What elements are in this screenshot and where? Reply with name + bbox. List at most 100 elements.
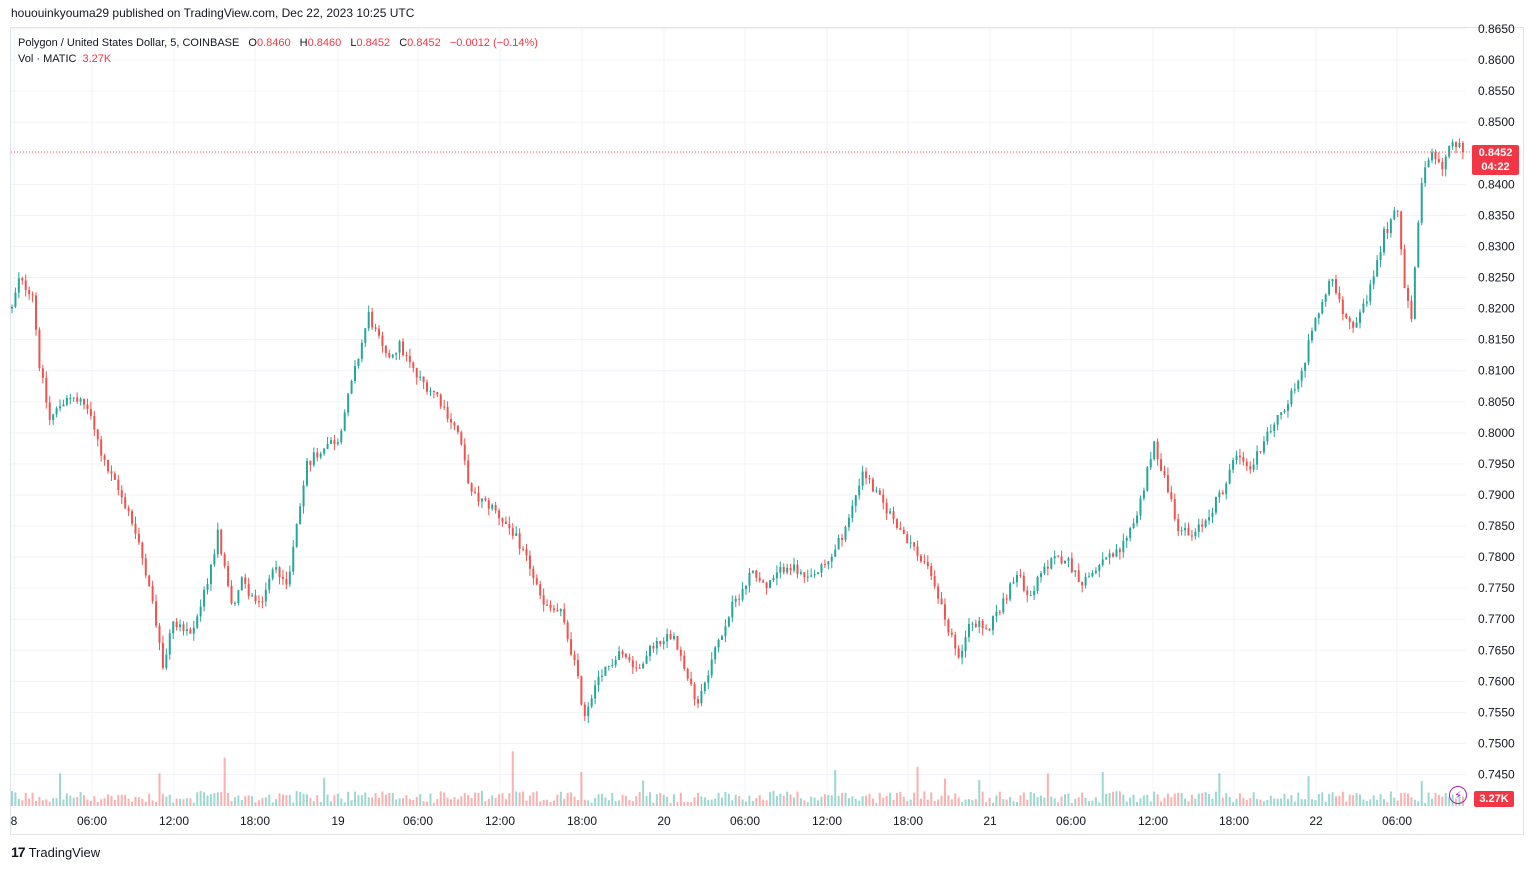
y-tick-label: 0.8200	[1478, 302, 1515, 316]
volume-bar	[65, 793, 68, 806]
candle-body	[690, 678, 693, 685]
volume-bar	[1441, 796, 1444, 806]
y-tick-label: 0.7500	[1478, 736, 1515, 750]
volume-bar	[906, 801, 909, 806]
candle-body	[916, 546, 919, 556]
volume-bar	[700, 796, 703, 806]
volume-bar	[1040, 795, 1042, 806]
volume-bar	[926, 799, 929, 806]
candle-body	[460, 432, 463, 445]
candle-body	[398, 341, 401, 353]
y-tick-label: 0.7650	[1478, 643, 1515, 657]
candle-body	[1259, 451, 1262, 453]
candle-body	[652, 645, 655, 649]
candle-body	[875, 490, 878, 492]
candle-body	[871, 479, 874, 492]
volume-bar	[607, 800, 610, 806]
chart-frame	[10, 27, 1524, 835]
volume-bar	[381, 791, 384, 806]
symbol-title[interactable]: Polygon / United States Dollar, 5, COINB…	[18, 37, 240, 49]
candle-body	[528, 555, 531, 569]
volume-bar	[714, 798, 717, 806]
volume-bar	[1105, 793, 1108, 806]
volume-bar	[182, 799, 185, 806]
candle-body	[209, 564, 212, 585]
candle-body	[600, 675, 603, 677]
volume-label[interactable]: Vol · MATIC	[18, 53, 77, 65]
last-price-tag: 0.8452 04:22	[1472, 145, 1519, 175]
candle-body	[11, 306, 13, 309]
candle-body	[504, 521, 507, 524]
volume-bar	[1448, 797, 1451, 806]
candle-body	[930, 566, 933, 577]
volume-bar	[264, 797, 267, 806]
candle-body	[851, 505, 854, 518]
volume-bar	[841, 792, 844, 806]
candle-body	[144, 558, 147, 576]
candle-body	[628, 657, 631, 661]
candle-body	[590, 698, 593, 707]
volume-bar	[635, 796, 638, 806]
candle-body	[1242, 457, 1245, 462]
candle-body	[1273, 424, 1276, 432]
volume-bar	[1064, 794, 1067, 806]
candle-body	[769, 580, 772, 589]
candle-body	[981, 620, 984, 629]
volume-bar	[1132, 794, 1135, 806]
candle-body	[347, 393, 350, 413]
candle-body	[1187, 527, 1190, 536]
volume-bar	[638, 792, 641, 806]
volume-bar	[748, 795, 751, 806]
volume-bar	[1129, 797, 1132, 806]
candle-body	[120, 490, 123, 498]
lightning-icon[interactable]: ⚡	[1449, 786, 1467, 804]
candle-body	[384, 345, 387, 354]
candle-body	[806, 576, 809, 578]
volume-bar	[882, 797, 885, 806]
volume-bar	[1417, 801, 1420, 806]
candle-body	[244, 577, 247, 584]
candle-body	[734, 598, 737, 602]
open-label: O	[248, 37, 257, 49]
volume-bar	[624, 795, 627, 806]
volume-bar	[1352, 795, 1355, 806]
candle-body	[974, 623, 977, 627]
footer-brand[interactable]: 17 TradingView	[11, 844, 100, 860]
volume-bar	[155, 801, 158, 806]
volume-bar	[1015, 802, 1018, 806]
volume-bar	[131, 801, 134, 806]
candle-body	[354, 365, 356, 381]
volume-bar	[257, 800, 260, 806]
candle-body	[1355, 322, 1358, 328]
volume-bar	[1112, 791, 1115, 806]
volume-bar	[727, 793, 730, 806]
candle-body	[947, 619, 950, 633]
volume-bar	[796, 791, 799, 806]
candle-body	[480, 498, 483, 502]
volume-bar	[17, 798, 20, 806]
candle-body	[93, 415, 96, 430]
volume-bar	[288, 794, 291, 806]
volume-bar	[41, 800, 44, 806]
volume-bar	[1115, 791, 1118, 806]
close-value: 0.8452	[407, 37, 441, 49]
volume-bar	[902, 796, 905, 806]
candle-body	[1026, 590, 1029, 596]
volume-bar	[48, 801, 51, 806]
volume-bar	[1009, 797, 1012, 806]
volume-bar	[323, 777, 326, 806]
candle-body	[1362, 303, 1365, 313]
candle-body	[738, 598, 741, 600]
candle-body	[203, 589, 206, 607]
volume-bar	[1057, 802, 1060, 806]
candle-body	[1266, 431, 1269, 442]
volume-bar	[1136, 801, 1139, 806]
candle-body	[642, 663, 645, 669]
x-tick-label: 21	[983, 814, 997, 828]
candle-body	[971, 623, 974, 625]
candle-body	[648, 645, 651, 656]
x-tick-label: 20	[657, 814, 671, 828]
candle-body	[858, 485, 861, 496]
volume-bar	[919, 798, 922, 806]
